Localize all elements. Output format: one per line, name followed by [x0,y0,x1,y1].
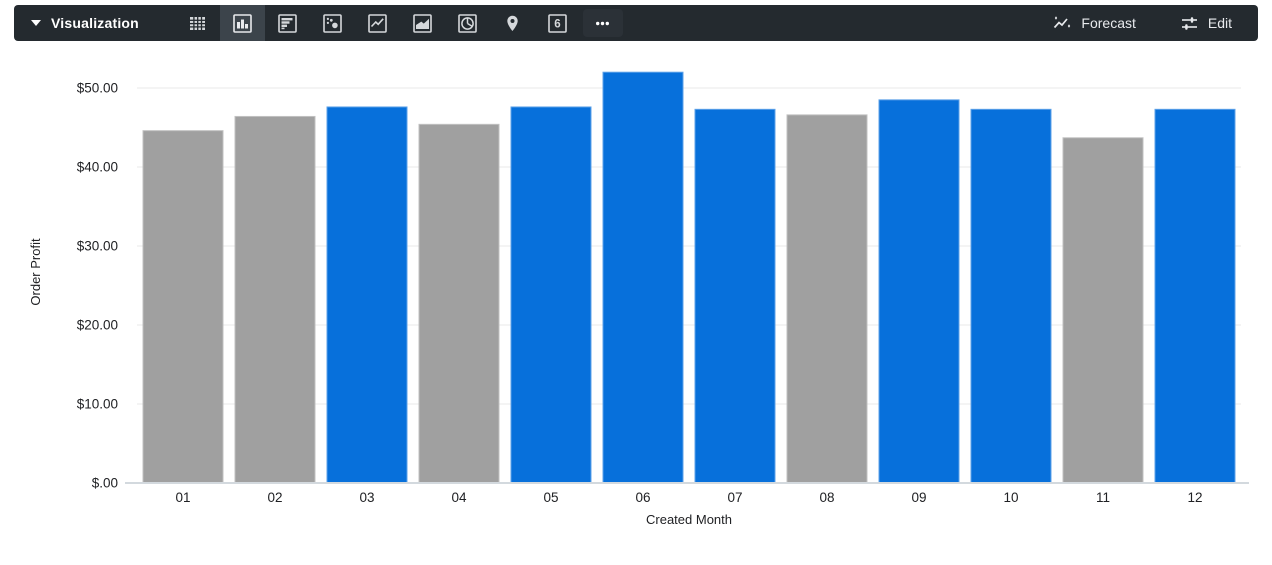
viz-more-button[interactable] [582,9,623,37]
y-axis-tick-label: $20.00 [77,318,118,333]
toolbar-actions: Forecast Edit [1052,14,1258,33]
table-icon [188,14,207,33]
bar-month-07[interactable] [694,108,776,484]
bar-month-01[interactable] [142,130,224,484]
forecast-icon [1052,14,1072,32]
pie-chart-icon [458,13,477,33]
bar-month-05[interactable] [510,106,592,484]
y-axis-tick-label: $30.00 [77,239,118,254]
caret-down-icon [31,20,41,26]
visualization-toolbar: Visualization [14,5,1258,41]
bar-month-10[interactable] [970,108,1052,484]
single-value-icon: 6 [548,13,567,33]
forecast-label: Forecast [1081,15,1136,31]
y-axis-tick-label: $40.00 [77,160,118,175]
bar-chart-icon [278,13,297,33]
y-axis-tick-label: $10.00 [77,397,118,412]
viz-type-table-button[interactable] [175,5,220,41]
x-axis-title: Created Month [646,512,732,527]
edit-button[interactable]: Edit [1180,14,1232,33]
x-axis-category-label: 02 [267,490,282,505]
viz-type-pie-button[interactable] [445,5,490,41]
x-axis-category-label: 12 [1187,490,1202,505]
visualization-menu-toggle[interactable]: Visualization [14,15,139,31]
viz-type-map-button[interactable] [490,5,535,41]
order-profit-bar-chart: $.00 $10.00 $20.00 $30.00 $40.00 $50.00 01 02 03… [0,45,1272,560]
viz-type-column-button[interactable] [219,5,265,41]
x-axis-category-label: 04 [451,490,467,505]
column-chart-icon [233,13,252,33]
bar-month-06[interactable] [602,71,684,484]
bar-month-03[interactable] [326,106,408,484]
viz-type-picker: 6 [175,5,623,41]
x-axis-category-label: 09 [911,490,926,505]
scatter-icon [323,13,342,33]
tune-icon [1180,14,1199,33]
ellipsis-icon [593,14,612,33]
x-axis-category-label: 03 [359,490,374,505]
edit-label: Edit [1207,15,1232,31]
toolbar-title: Visualization [51,15,139,31]
bar-month-02[interactable] [234,115,316,484]
x-axis-category-label: 06 [635,490,650,505]
line-chart-icon [368,13,387,33]
map-pin-icon [503,14,522,33]
bar-month-04[interactable] [418,123,500,484]
x-axis-category-label: 01 [175,490,190,505]
x-axis-category-label: 05 [543,490,558,505]
x-axis-category-label: 11 [1096,490,1110,505]
viz-type-scatter-button[interactable] [310,5,355,41]
viz-type-area-button[interactable] [400,5,445,41]
bar-month-11[interactable] [1062,137,1144,484]
y-axis-title: Order Profit [28,238,43,306]
bar-month-12[interactable] [1154,108,1236,484]
x-axis-category-label: 07 [727,490,742,505]
viz-type-bar-button[interactable] [265,5,310,41]
y-axis-tick-label: $50.00 [77,81,118,96]
bar-month-09[interactable] [878,99,960,484]
viz-type-line-button[interactable] [355,5,400,41]
bar-month-08[interactable] [786,114,868,484]
y-axis-tick-label: $.00 [92,476,118,491]
svg-text:6: 6 [554,18,560,30]
x-axis-category-label: 10 [1003,490,1018,505]
viz-type-single-value-button[interactable]: 6 [535,5,580,41]
forecast-button[interactable]: Forecast [1052,14,1136,32]
area-chart-icon [413,13,432,33]
x-axis-category-label: 08 [819,490,834,505]
